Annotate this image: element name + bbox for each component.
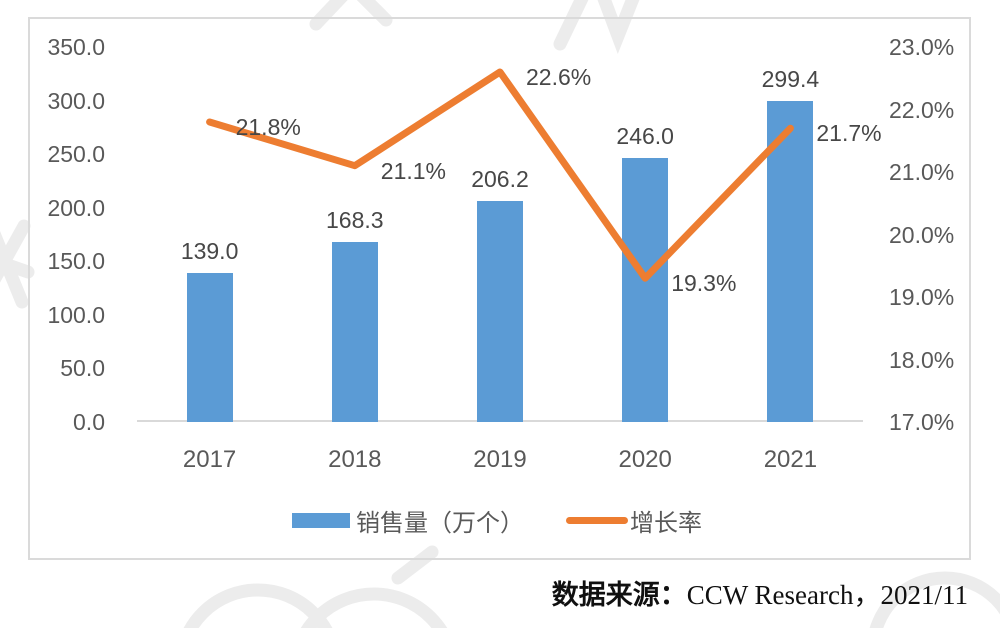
- legend-bar-swatch: [292, 512, 350, 528]
- y-axis-right-tick-label: 23.0%: [889, 34, 955, 60]
- growth-rate-label-2019: 22.6%: [526, 64, 592, 90]
- growth-rate-label-2021: 21.7%: [816, 120, 882, 147]
- bar-2019: [477, 201, 523, 422]
- y-axis-right-tick-label: 20.0%: [889, 221, 955, 248]
- x-axis-label-2021: 2021: [763, 446, 818, 473]
- growth-rate-label-2017: 21.8%: [235, 114, 301, 140]
- y-axis-left-tick-label: 350.0: [47, 34, 105, 60]
- x-axis-label-2019: 2019: [473, 446, 527, 473]
- watermark-letter-c: [300, 587, 448, 628]
- y-axis-left-tick-label: 200.0: [47, 194, 105, 221]
- watermark-letter-c: [183, 583, 333, 628]
- y-axis-right-tick-label: 19.0%: [889, 284, 955, 310]
- y-axis-right-tick-label: 17.0%: [889, 409, 955, 435]
- growth-rate-label-2020: 19.3%: [671, 270, 737, 297]
- y-axis-right-tick-label: 22.0%: [889, 96, 955, 123]
- x-axis-label-2017: 2017: [182, 446, 237, 473]
- bar-2017: [186, 273, 233, 422]
- y-axis-left-tick-label: 300.0: [47, 87, 105, 114]
- chart-legend: 销售量（万个） 增长率: [292, 504, 702, 537]
- bar-value-label-2020: 246.0: [616, 123, 674, 150]
- chart-frame: [28, 17, 971, 560]
- y-axis-right-tick-label: 21.0%: [889, 159, 955, 185]
- bar-value-label-2021: 299.4: [761, 66, 820, 93]
- y-axis-left-tick-label: 50.0: [60, 355, 105, 382]
- bar-2021: [767, 101, 814, 422]
- bar-value-label-2018: 168.3: [326, 206, 384, 233]
- y-axis-right-tick-label: 18.0%: [889, 346, 955, 373]
- growth-rate-label-2018: 21.1%: [380, 157, 447, 184]
- bar-2018: [331, 241, 378, 422]
- y-axis-left-tick-label: 250.0: [47, 141, 105, 168]
- legend-label-growth: 增长率: [630, 509, 702, 537]
- bar-value-label-2019: 206.2: [471, 166, 529, 193]
- x-axis-label-2018: 2018: [328, 446, 382, 473]
- legend-label-sales: 销售量（万个）: [356, 509, 524, 537]
- y-axis-left-tick-label: 0.0: [73, 409, 105, 435]
- source-note: 数据来源：CCW Research，2021/11: [552, 576, 968, 614]
- source-note-text: CCW Research，2021/11: [686, 580, 968, 610]
- legend-line-swatch: [566, 516, 628, 524]
- x-axis-label-2020: 2020: [618, 446, 672, 473]
- source-note-prefix: 数据来源：: [551, 580, 687, 610]
- bar-value-label-2017: 139.0: [180, 238, 239, 265]
- y-axis-left-tick-label: 150.0: [47, 248, 105, 275]
- y-axis-left-tick-label: 100.0: [47, 301, 105, 328]
- bar-2020: [622, 158, 669, 422]
